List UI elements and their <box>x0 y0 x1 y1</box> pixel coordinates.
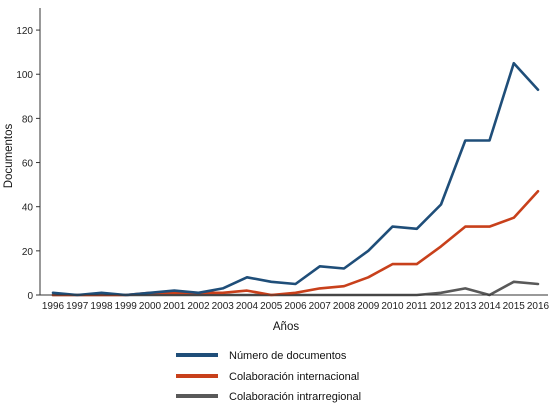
x-tick-label: 2016 <box>527 301 550 312</box>
x-axis-title: Años <box>273 321 299 333</box>
series-line <box>51 189 540 297</box>
legend-label: Colaboración intrarregional <box>229 391 361 403</box>
x-tick-label: 2008 <box>333 301 356 312</box>
x-tick-label: 2013 <box>454 301 477 312</box>
y-tick-label: 0 <box>27 291 33 302</box>
y-tick-label: 20 <box>22 247 34 258</box>
x-tick-label: 2011 <box>406 301 428 312</box>
x-tick-label: 1997 <box>66 301 89 312</box>
x-tick-label: 2014 <box>478 301 501 312</box>
x-tick-label: 2012 <box>430 301 453 312</box>
legend-label: Colaboración internacional <box>229 371 359 383</box>
x-axis-ticks: 1996 1997 1998 1999 2000 2001 2002 2003 2004 2005… <box>42 301 550 312</box>
x-tick-label: 2007 <box>309 301 332 312</box>
legend: Número de documentos Colaboración interna… <box>176 350 361 403</box>
legend-label: Número de documentos <box>229 350 347 362</box>
x-tick-label: 2015 <box>503 301 526 312</box>
y-tick-label: 80 <box>22 114 34 125</box>
y-tick-label: 100 <box>16 70 33 81</box>
x-tick-label: 2005 <box>260 301 283 312</box>
y-axis-ticks: 0 20 40 60 80 100 120 <box>16 26 40 302</box>
x-tick-label: 2004 <box>236 301 259 312</box>
x-tick-label: 2002 <box>187 301 210 312</box>
x-tick-label: 2009 <box>357 301 380 312</box>
x-tick-label: 2000 <box>139 301 162 312</box>
y-tick-label: 60 <box>22 159 34 170</box>
y-axis-title: Documentos <box>3 123 15 188</box>
x-tick-label: 2006 <box>284 301 307 312</box>
y-tick-label: 120 <box>16 26 33 37</box>
x-tick-label: 2001 <box>163 301 186 312</box>
x-tick-label: 2003 <box>212 301 235 312</box>
x-tick-label: 1998 <box>90 301 113 312</box>
x-tick-label: 1996 <box>42 301 65 312</box>
y-tick-label: 40 <box>22 203 34 214</box>
x-tick-label: 1999 <box>115 301 138 312</box>
series-lines <box>51 61 540 297</box>
x-tick-label: 2010 <box>381 301 404 312</box>
series-line <box>51 61 540 297</box>
